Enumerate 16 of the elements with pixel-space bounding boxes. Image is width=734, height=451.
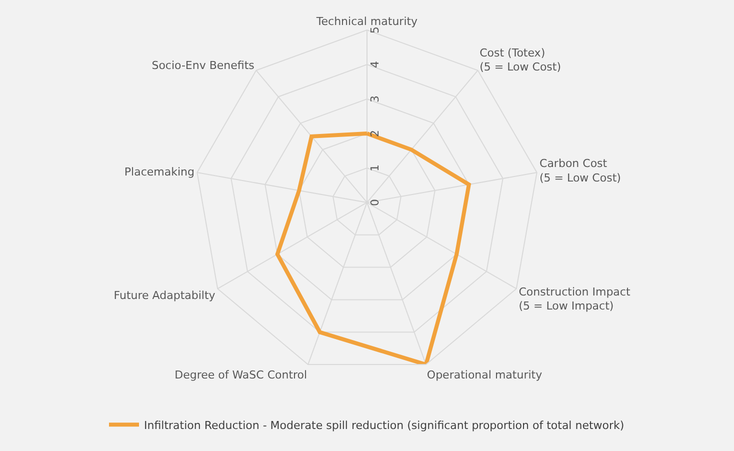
spoke-label: Technical maturity xyxy=(315,15,418,28)
y-tick-label: 3 xyxy=(368,95,382,102)
spoke-label: Carbon Cost (5 = Low Cost) xyxy=(540,157,621,184)
spoke-label: Future Adaptabilty xyxy=(114,288,216,302)
y-tick-label: 1 xyxy=(368,164,382,172)
spoke-label: Construction Impact (5 = Low Impact) xyxy=(518,285,631,313)
y-tick-label: 0 xyxy=(368,198,382,206)
y-tick-label: 2 xyxy=(368,130,382,137)
y-tick-label: 4 xyxy=(368,61,382,68)
spoke-label: Socio-Env Benefits xyxy=(152,59,255,72)
y-tick-label: 5 xyxy=(368,26,382,34)
legend-label: Infiltration Reduction - Moderate spill reduction (significant proportion of total network) xyxy=(144,418,624,432)
spoke-label: Cost (Totex) (5 = Low Cost) xyxy=(480,46,562,74)
spoke-label: Degree of WaSC Control xyxy=(174,368,308,382)
spoke-label: Placemaking xyxy=(124,165,194,178)
spoke-label: Operational maturity xyxy=(426,368,543,382)
